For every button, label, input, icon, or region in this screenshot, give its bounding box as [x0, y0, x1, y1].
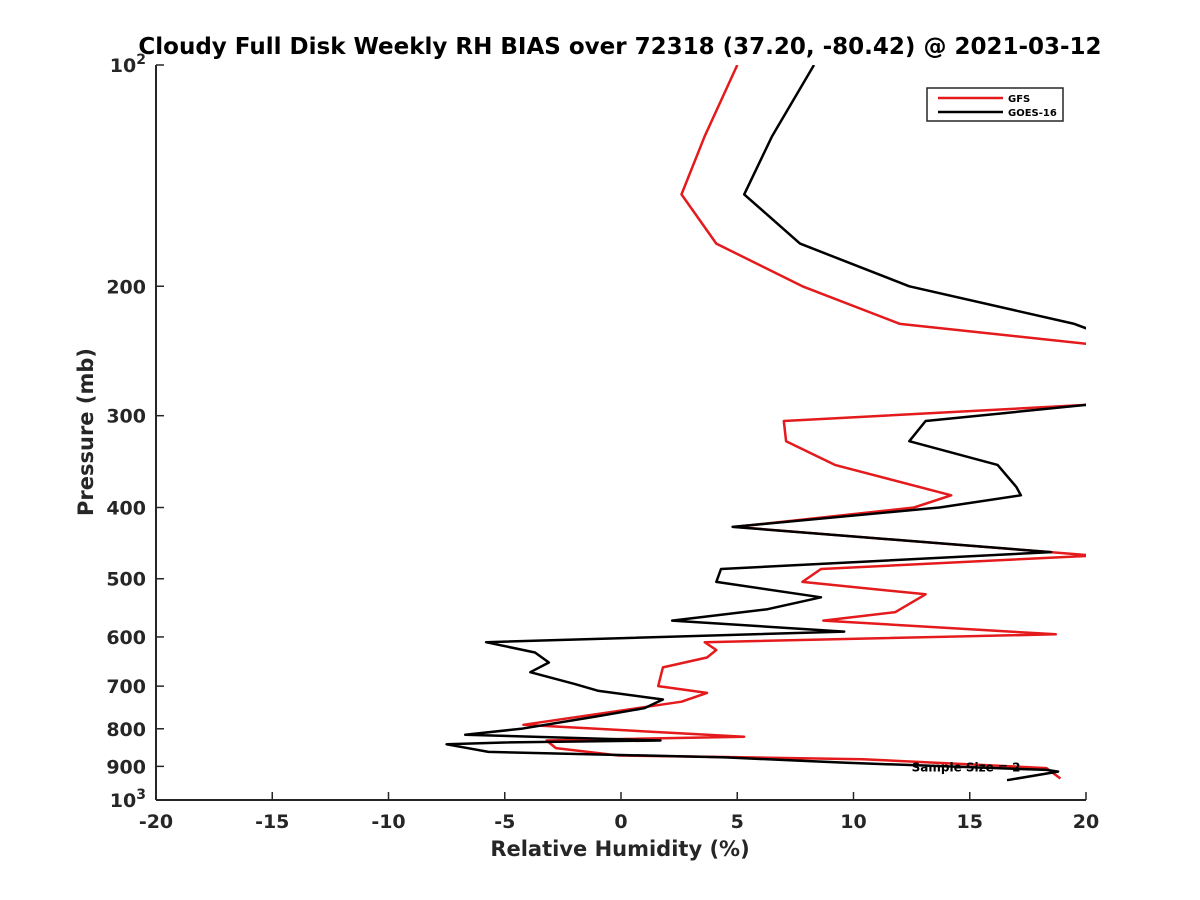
legend: GFS GOES-16	[926, 87, 1064, 122]
y-tick-label: 800	[106, 719, 146, 741]
x-tick-label: 0	[614, 811, 627, 833]
x-axis-label: Relative Humidity (%)	[490, 837, 749, 861]
x-tick-label: -10	[371, 811, 405, 833]
y-tick-label: 700	[106, 676, 146, 698]
legend-label: GFS	[1008, 94, 1030, 105]
x-ticks: -20 -15 -10 -5 0 5 10 15 20	[139, 792, 1099, 833]
x-tick-label: 10	[840, 811, 866, 833]
y-tick-label: 600	[106, 627, 146, 649]
y-tick-label: 400	[106, 498, 146, 520]
sample-size-annotation: Sample Size = 2	[912, 760, 1021, 774]
series-line-goes-16	[445, 65, 1086, 782]
x-tick-label: -20	[139, 811, 173, 833]
x-tick-label: -15	[255, 811, 289, 833]
legend-box	[926, 87, 1064, 122]
y-tick-label: 500	[106, 569, 146, 591]
x-tick-label: -5	[494, 811, 515, 833]
y-ticks: 102 200 300 400 500 600 700 800 900 103	[106, 52, 164, 812]
y-tick-label: 300	[106, 406, 146, 428]
series-line-gfs	[522, 65, 1086, 780]
legend-label: GOES-16	[1008, 108, 1057, 119]
y-tick-label: 102	[110, 52, 146, 77]
series-layer	[445, 65, 1086, 782]
y-tick-label: 900	[106, 756, 146, 778]
x-tick-label: 5	[731, 811, 744, 833]
x-tick-label: 20	[1073, 811, 1099, 833]
y-axis-label: Pressure (mb)	[74, 348, 98, 516]
chart-title: Cloudy Full Disk Weekly RH BIAS over 723…	[138, 34, 1101, 60]
x-tick-label: 15	[957, 811, 983, 833]
y-tick-label: 103	[110, 787, 146, 812]
y-tick-label: 200	[106, 276, 146, 298]
